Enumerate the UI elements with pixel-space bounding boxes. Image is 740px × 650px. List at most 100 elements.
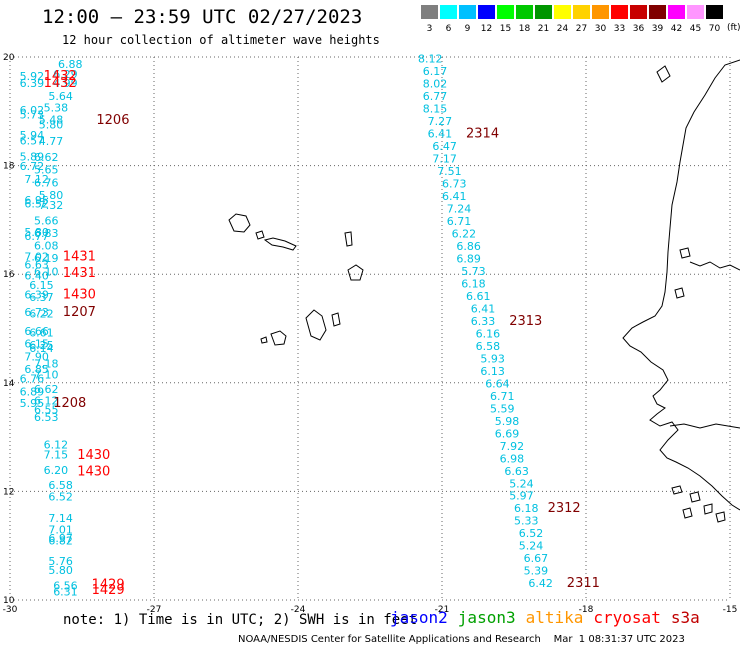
wave-height-value: 6.67	[524, 552, 549, 565]
wave-height-value: 6.76	[20, 372, 44, 385]
wave-height-value: 6.97	[48, 532, 73, 545]
wave-height-value: 6.31	[53, 585, 77, 598]
lon-tick-label: -21	[435, 605, 450, 615]
wave-height-value: 5.89	[20, 150, 44, 163]
wave-height-value: 6.12	[34, 395, 59, 408]
wave-height-value: 5.48	[39, 113, 64, 126]
wave-height-value: 7.01	[48, 523, 73, 536]
legend-label: 36	[632, 24, 645, 34]
wave-height-value: 6.86	[456, 240, 481, 253]
wave-height-value: 8.12	[418, 53, 443, 66]
wave-height-value: 6.15	[24, 338, 49, 351]
wave-height-value: 6.14	[29, 342, 54, 355]
wave-height-value: 6.22	[29, 307, 54, 320]
wave-height-value: 6.10	[34, 265, 59, 278]
wave-height-value: 6.08	[34, 239, 59, 252]
footnote: note: 1) Time is in UTC; 2) SWH is in fe…	[63, 612, 418, 628]
wave-height-value: 6.55	[34, 403, 59, 416]
island-sao-nicolau	[263, 237, 297, 251]
wave-height-value: 5.73	[20, 109, 44, 122]
wave-height-value: 5.64	[48, 90, 73, 103]
pass-time-label: 1431	[63, 249, 96, 264]
wave-height-value: 6.20	[44, 464, 69, 477]
legend-swatch	[478, 5, 495, 19]
satellite-label: s3a	[670, 608, 700, 627]
legend-label: 24	[556, 24, 569, 34]
wave-height-value: 6.73	[24, 306, 49, 319]
map-title: 12:00 – 23:59 UTC 02/27/2023	[42, 6, 363, 28]
lon-tick-label: -30	[3, 605, 18, 615]
wave-height-value: 5.33	[514, 515, 539, 528]
island-santiago	[305, 309, 327, 341]
wave-height-value: 6.12	[44, 439, 69, 452]
wave-height-value: 5.80	[48, 564, 73, 577]
axis-tick-labels: -30 -27 -24 -21 -18 -15 20 18 16 14 12 10	[3, 53, 738, 615]
wave-height-value: 6.82	[48, 534, 73, 547]
map-subtitle: 12 hour collection of altimeter wave hei…	[62, 33, 380, 47]
wave-height-value: 6.83	[34, 227, 59, 240]
legend-label: 6	[445, 24, 452, 34]
pass-time-label: 1430	[63, 287, 96, 302]
legend-swatch	[440, 5, 457, 19]
wave-height-value: 6.72	[20, 160, 44, 173]
wave-height-value: 6.52	[48, 490, 73, 503]
island-fogo	[270, 330, 287, 346]
wave-height-value: 6.40	[24, 269, 49, 282]
wave-height-value: 5.65	[34, 163, 59, 176]
legend-label: 45	[689, 24, 702, 34]
island-sao-vicente	[255, 230, 265, 240]
legend-unit: (ft)	[727, 23, 740, 33]
legend-swatch	[630, 5, 647, 19]
wave-height-value: 6.58	[476, 340, 501, 353]
legend-label: 33	[613, 24, 626, 34]
wave-height-value: 5.38	[44, 101, 69, 114]
wave-height-value: 7.10	[34, 369, 59, 382]
wave-height-value: 6.56	[53, 579, 77, 592]
legend-swatch	[649, 5, 666, 19]
legend-swatch	[611, 5, 628, 19]
wave-height-value: 6.52	[519, 527, 544, 540]
wave-height-value: 6.29	[53, 68, 77, 81]
wave-height-value: 6.73	[442, 178, 467, 191]
wave-height-value: 6.37	[29, 291, 54, 304]
wave-height-value: 5.24	[519, 540, 544, 553]
legend-label: 70	[708, 24, 721, 34]
wave-height-value: 6.63	[24, 258, 49, 271]
wave-height-value: 6.18	[514, 502, 539, 515]
wave-height-value: 6.41	[471, 302, 496, 315]
pass-time-label: 1208	[53, 396, 86, 411]
pass-time-label: 1432	[44, 69, 77, 84]
satellite-label: cryosat	[593, 608, 661, 627]
pass-time-label: 1429	[92, 577, 125, 592]
wave-height-value: 5.94	[20, 129, 44, 142]
legend-label: 15	[499, 24, 512, 34]
pass-time-label: 2312	[548, 501, 581, 516]
west-altimeter-track: 6.88 5.92 6.29 6.39 4.995.645.386.025.735.48…	[20, 58, 130, 598]
legend-label: 42	[670, 24, 683, 34]
legend-swatch	[573, 5, 590, 19]
wave-height-value: 4.77	[39, 135, 64, 148]
wave-height-value: 6.33	[471, 315, 496, 328]
wave-height-value: 6.18	[461, 277, 486, 290]
wave-height-value: 6.15	[29, 279, 54, 292]
wave-height-value: 6.53	[34, 411, 59, 424]
bijagos-islands	[671, 485, 726, 523]
legend-swatch	[687, 5, 704, 19]
wave-height-value: 5.92	[20, 70, 44, 83]
wave-height-value: 7.14	[48, 512, 73, 525]
wave-height-value: 6.16	[476, 327, 501, 340]
lon-tick-label: -27	[147, 605, 162, 615]
wave-height-value: 5.24	[509, 477, 534, 490]
wave-height-value: 8.02	[423, 78, 448, 91]
wave-height-value: 6.62	[34, 383, 59, 396]
wave-height-value: 6.89	[456, 252, 481, 265]
lagoon-2	[674, 287, 685, 299]
pass-time-label: 1430	[77, 448, 110, 463]
wave-height-value: 6.61	[466, 290, 491, 303]
wave-height-value: 6.02	[20, 104, 44, 117]
pass-time-label: 2311	[567, 576, 600, 591]
wave-height-value: 6.41	[442, 190, 467, 203]
lagoon-1	[679, 247, 691, 259]
satellite-label: altika	[525, 608, 584, 627]
